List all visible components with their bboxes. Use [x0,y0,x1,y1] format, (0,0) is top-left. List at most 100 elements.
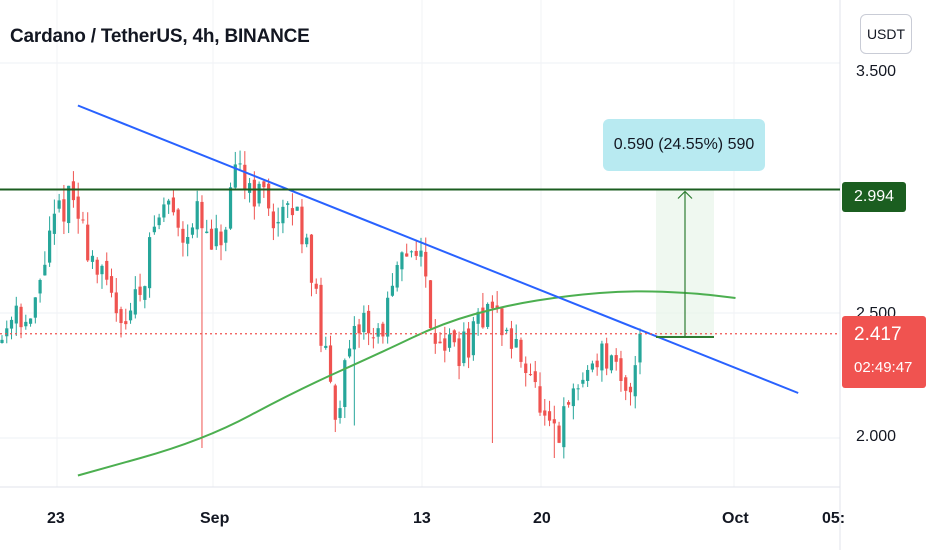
candle-body [281,206,285,224]
candle-body [147,237,152,289]
x-tick-label: Sep [200,510,230,527]
candle-body [86,224,90,261]
candle-body [376,328,380,337]
candle-body [100,265,104,275]
candle-body [138,286,142,295]
candle-body [386,297,390,337]
candle-body [152,226,156,233]
candle-body [557,425,561,443]
candle-body [543,410,547,416]
candle-body [452,330,456,343]
candle-body [109,276,114,293]
y-tick-label: 2.000 [856,428,897,445]
candle-body [343,360,347,408]
candle-body [228,187,233,229]
candle-body [400,252,404,270]
candle-body [167,200,171,205]
candle-body [571,388,575,407]
candle-body [447,334,452,348]
candle-body [24,321,28,327]
candle-body [509,328,514,349]
candle-body [638,333,642,363]
candle-body [67,185,71,224]
candle-body [362,312,366,333]
measure-arrow-head [677,190,693,199]
candle-body [524,363,528,374]
candle-body [143,286,147,300]
candle-body [333,385,337,420]
candle-body [443,338,447,351]
candle-body [190,227,195,235]
x-tick-label: 20 [533,510,551,527]
candle-body [490,301,495,309]
candle-body [471,321,475,356]
candle-body [395,265,399,288]
candle-body [586,369,590,381]
candle-body [576,388,580,390]
candle-body [38,279,42,294]
candle-body [628,386,633,393]
candle-body [257,183,261,204]
candle-body [438,341,442,344]
candle-body [48,230,52,263]
trendline [77,104,799,394]
candle-body [119,309,123,324]
candle-body [409,251,414,253]
candle-body [595,360,599,368]
candle-body [533,371,537,383]
y-tick-label: 3.500 [856,63,897,80]
candle-body [286,203,290,205]
candle-body [319,284,323,346]
candle-body [276,221,280,224]
candle-body [252,179,256,207]
candle-body [43,264,47,276]
candle-body [19,306,23,328]
candle-body [619,358,623,381]
candle-body [124,321,128,325]
resistance-price-label: 2.994 [842,182,906,212]
candle-body [424,251,428,277]
moving-average-line [77,290,736,477]
candle-body [62,199,66,222]
candle-body [600,343,604,371]
candle-body [352,325,356,350]
candle-body [133,289,137,315]
candle-body [214,228,218,247]
candle-body [505,329,509,332]
candle-body [367,310,371,334]
candle-body [157,217,161,226]
candle-body [52,213,56,234]
x-tick-label: 05: [822,510,846,527]
resistance-price-value: 2.994 [853,188,895,205]
candle-body [57,200,61,209]
candle-body [238,163,242,165]
candle-body [5,328,9,337]
candle-body [205,231,209,234]
candle-body [14,305,18,324]
chart-title: Cardano / TetherUS, 4h, BINANCE [10,26,310,47]
candle-body [614,355,618,362]
candle-body [200,201,204,229]
candle-body [562,406,566,448]
candle-body [219,231,223,246]
last-price-label: 2.417 02:49:47 [842,316,926,388]
candle-body [309,234,314,283]
bar-countdown: 02:49:47 [854,359,913,376]
candle-body [176,209,180,228]
candle-body [28,318,33,324]
candle-body [419,250,423,257]
candle-body [233,164,237,188]
candle-body [290,208,295,216]
currency-selector[interactable]: USDT [860,14,912,54]
candle-body [114,292,118,314]
candle-body [514,338,518,348]
measure-label: 0.590 (24.55%) 590 [613,136,755,153]
candle-body [528,374,533,376]
x-tick-label: Oct [722,510,749,527]
candle-body [428,280,433,329]
candle-body [267,183,271,209]
candle-body [519,339,523,362]
candle-body [486,303,490,327]
candle-body [581,379,585,384]
